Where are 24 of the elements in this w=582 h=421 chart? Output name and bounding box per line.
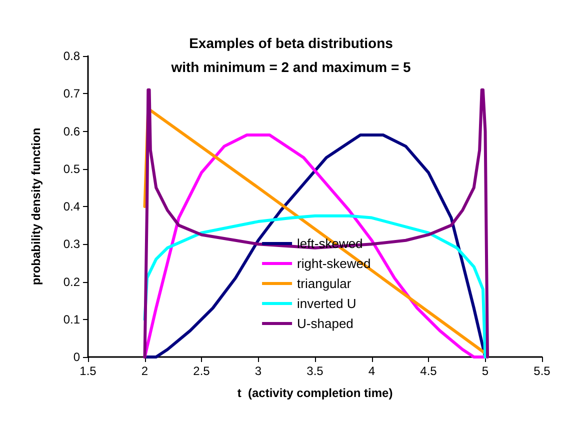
x-tick-label: 4.5 [420,364,438,378]
x-tick-label: 1.5 [80,364,97,378]
y-tick-label: 0.6 [63,124,80,138]
y-axis-title: probability density function [29,128,43,286]
x-tick-label: 2.5 [193,364,210,378]
x-tick-label: 4 [368,364,376,378]
chart-title: Examples of beta distributions with minimum = 2 and maximum = 5 [170,35,412,75]
y-tick-label: 0.3 [63,237,80,252]
y-tick-label: 0.1 [63,312,80,326]
x-tick-label: 5.5 [534,364,551,378]
y-tick-label: 0.7 [63,86,80,101]
x-tick-label: 5 [482,364,489,378]
y-tick-label: 0.2 [63,274,80,289]
x-tick-label: 3.5 [306,364,324,378]
y-tick-label: 0 [73,350,80,364]
x-tick-label: 3 [254,364,262,378]
legend-label: U-shaped [297,316,354,331]
y-tick-label: 0.4 [63,200,80,214]
legend-label: triangular [297,276,352,291]
x-axis-title: t (activity completion time) [237,386,393,400]
y-tick-label: 0.8 [63,49,80,63]
legend-label: inverted U [297,296,356,311]
y-tick-label: 0.5 [63,162,80,176]
x-tick-label: 2 [141,364,148,378]
